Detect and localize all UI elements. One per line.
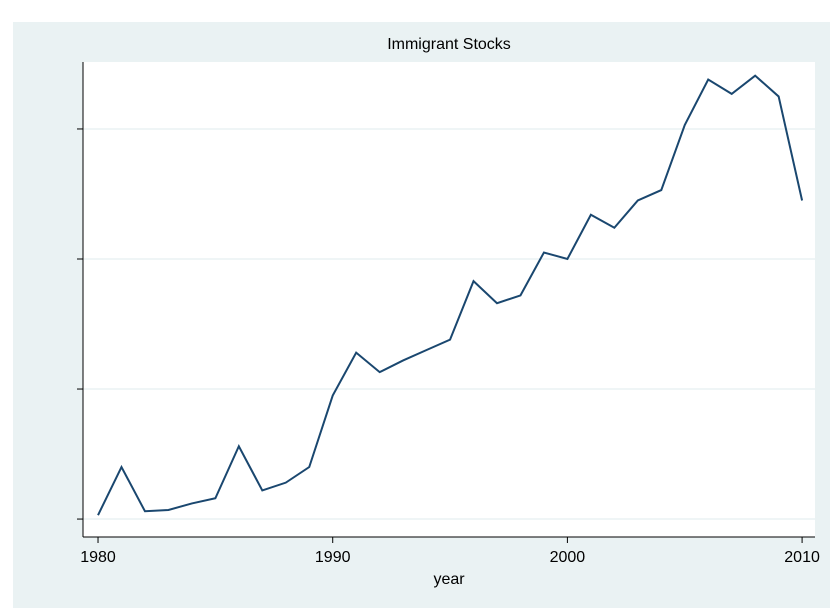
x-tick-label: 1990 — [315, 549, 351, 566]
x-axis-label: year — [433, 571, 465, 588]
plot-area — [83, 62, 815, 537]
line — [97, 74, 804, 516]
chart-title: Immigrant Stocks — [387, 36, 511, 53]
x-tick-label: 1980 — [80, 549, 116, 566]
x-tick-label: 2000 — [550, 549, 586, 566]
x-tick-label: 2010 — [784, 549, 820, 566]
